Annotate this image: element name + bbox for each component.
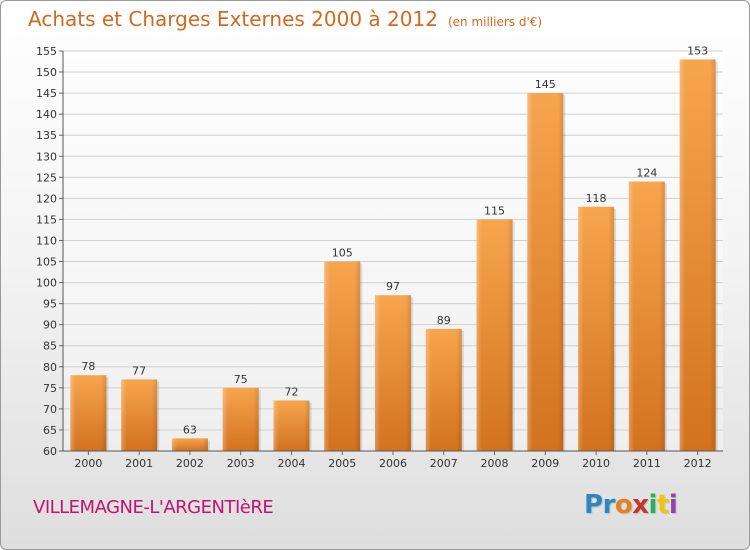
y-tick-label: 155 (36, 45, 57, 58)
logo-letter: o (614, 490, 633, 520)
data-label: 77 (132, 364, 146, 377)
x-tick-label: 2002 (176, 457, 204, 470)
bar-highlight (70, 375, 107, 451)
x-tick-label: 2009 (531, 457, 559, 470)
place-name: VILLEMAGNE-L'ARGENTIèRE (33, 497, 274, 518)
data-label: 118 (586, 192, 607, 205)
y-tick-label: 125 (36, 171, 57, 184)
data-label: 115 (484, 204, 505, 217)
y-tick-label: 110 (36, 234, 57, 247)
bar-highlight (273, 400, 310, 451)
y-tick-label: 115 (36, 213, 57, 226)
bar-highlight (527, 93, 564, 452)
x-tick-label: 2008 (481, 457, 509, 470)
y-tick-label: 105 (36, 256, 57, 269)
data-label: 89 (437, 314, 451, 327)
logo-letter: r (602, 490, 616, 520)
y-tick-label: 95 (43, 298, 57, 311)
data-label: 124 (636, 167, 657, 180)
logo-letter: P (584, 490, 603, 520)
y-tick-label: 135 (36, 129, 57, 142)
y-tick-label: 80 (43, 361, 57, 374)
data-label: 97 (386, 280, 400, 293)
x-tick-label: 2006 (379, 457, 407, 470)
y-tick-label: 140 (36, 108, 57, 121)
y-tick-label: 70 (43, 403, 57, 416)
logo-letter: x (632, 490, 649, 520)
bar-highlight (222, 387, 259, 451)
bar-highlight (628, 181, 665, 452)
x-tick-label: 2007 (430, 457, 458, 470)
bar-highlight (171, 438, 208, 451)
data-label: 75 (234, 373, 248, 386)
y-tick-label: 65 (43, 424, 57, 437)
x-tick-label: 2012 (684, 457, 712, 470)
data-label: 72 (284, 385, 298, 398)
y-tick-label: 150 (36, 66, 57, 79)
x-tick-label: 2004 (277, 457, 305, 470)
bar-highlight (324, 261, 361, 451)
chart-title: Achats et Charges Externes 2000 à 2012 (e… (28, 7, 543, 31)
x-tick-label: 2010 (582, 457, 610, 470)
data-label: 78 (81, 360, 95, 373)
y-tick-label: 75 (43, 382, 57, 395)
bar-highlight (375, 295, 411, 451)
proxiti-logo: Proxiti (584, 490, 678, 520)
bar-highlight (425, 328, 462, 451)
chart-subtitle: (en milliers d'€) (447, 15, 543, 29)
data-label: 145 (535, 78, 556, 91)
bar-highlight (121, 379, 158, 451)
bar-highlight (476, 219, 513, 451)
y-tick-label: 100 (36, 277, 57, 290)
bar-highlight (679, 59, 716, 451)
x-tick-label: 2005 (328, 457, 356, 470)
data-label: 63 (183, 423, 197, 436)
x-tick-label: 2003 (227, 457, 255, 470)
logo-letter: t (656, 490, 669, 520)
y-tick-label: 145 (36, 87, 57, 100)
y-tick-label: 85 (43, 340, 57, 353)
x-tick-label: 2001 (125, 457, 153, 470)
y-tick-label: 130 (36, 150, 57, 163)
x-tick-label: 2000 (74, 457, 102, 470)
y-tick-label: 60 (43, 445, 57, 458)
x-tick-label: 2011 (633, 457, 661, 470)
logo-letter: i (648, 490, 658, 520)
bar-highlight (578, 206, 615, 451)
y-tick-label: 90 (43, 319, 57, 332)
data-label: 105 (332, 247, 353, 260)
logo-letter: i (668, 490, 678, 520)
data-label: 153 (687, 44, 708, 57)
y-tick-label: 120 (36, 192, 57, 205)
